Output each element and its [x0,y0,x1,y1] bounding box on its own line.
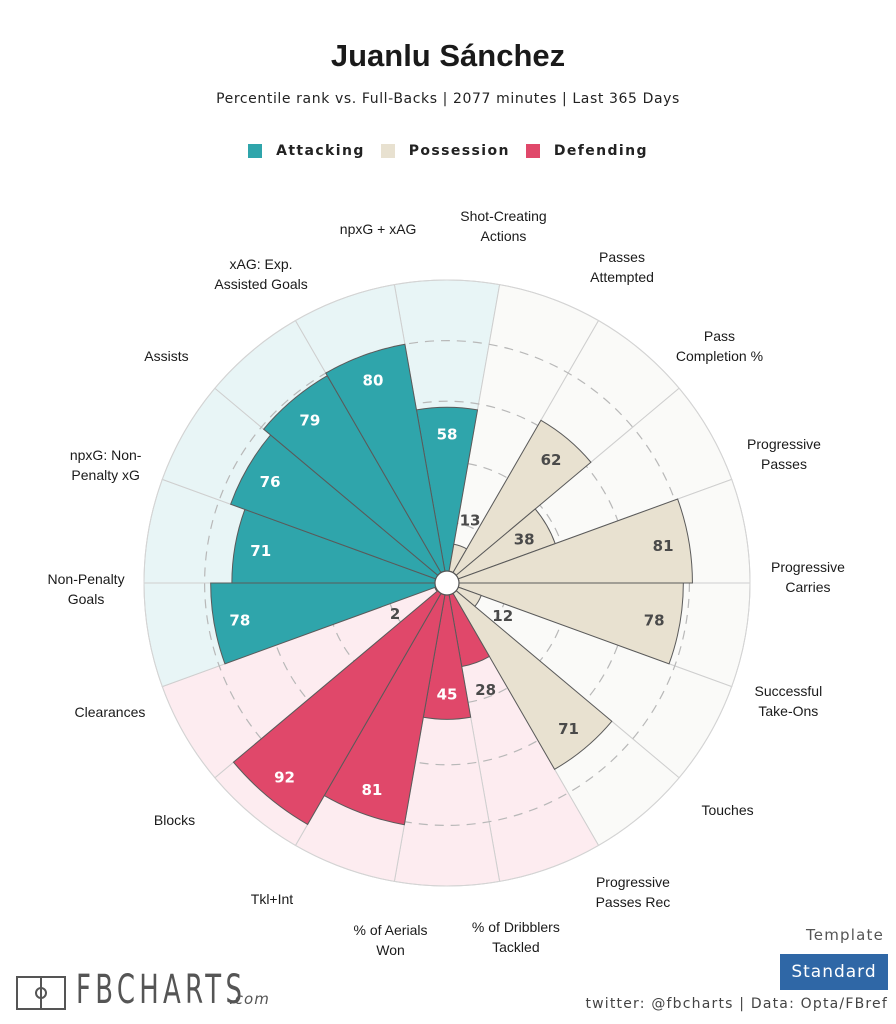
chart-legend: Attacking Possession Defending [0,143,896,159]
legend-label-defending: Defending [553,143,648,159]
logo-suffix: .com [229,990,270,1008]
category-label-clearances: Clearances [74,704,146,721]
category-label-blocks: Blocks [153,811,196,828]
value-label-npxg-non-penalty-xg: 71 [250,542,271,560]
category-label-touches: Touches [701,802,754,819]
category-label-shot-creating-actions: Shot-Creating Actions [460,208,547,245]
center-hole [434,570,460,596]
value-label-blocks: 92 [274,769,295,787]
legend-label-possession: Possession [408,143,510,159]
category-label-of-aerials-won: % of Aerials Won [353,921,428,958]
category-label-non-penalty-goals: Non-Penalty Goals [47,571,125,608]
category-label-pass-completion: Pass Completion % [675,328,764,365]
category-label-npxg-xag: npxG + xAG [339,220,417,237]
value-label-xag-exp-assisted-goals: 79 [299,412,320,430]
value-label-pass-completion: 62 [541,451,562,469]
legend-item-defending: Defending [525,143,648,159]
player-name-title: Juanlu Sánchez [330,38,566,73]
value-label-non-penalty-goals: 78 [229,612,250,630]
data-credit: twitter: @fbcharts | Data: Opta/FBref [585,996,888,1012]
value-label-passes-attempted: 13 [460,512,481,530]
value-label-assists: 76 [260,473,281,491]
value-label-progressive-carries: 81 [653,537,674,555]
legend-swatch-possession [380,144,395,158]
category-label-successful-take-ons: Successful Take-Ons [754,682,823,719]
value-label-tkl-int: 81 [362,781,383,799]
legend-item-attacking: Attacking [248,143,365,159]
category-label-assists: Assists [144,347,189,364]
legend-swatch-defending [525,144,540,158]
chart-subtitle: Percentile rank vs. Full-Backs | 2077 mi… [216,91,680,107]
template-label: Template [805,926,884,944]
template-standard-badge: Standard [780,954,888,990]
pitch-icon [16,976,66,1010]
value-label-shot-creating-actions: 58 [437,425,458,443]
value-label-successful-take-ons: 78 [644,612,665,630]
value-label-of-dribblers-tackled: 28 [475,681,496,699]
value-label-progressive-passes: 38 [514,530,535,548]
legend-label-attacking: Attacking [276,143,365,159]
logo-wordmark: FBCHARTS [76,967,247,1013]
value-label-of-aerials-won: 45 [437,685,458,703]
category-label-progressive-passes: Progressive Passes [747,435,821,472]
category-label-progressive-carries: Progressive Carries [770,558,845,595]
value-label-clearances: 2 [390,605,400,623]
outer-ring [143,279,751,887]
category-label-tkl-int: Tkl+Int [250,890,294,907]
legend-swatch-attacking [248,144,263,158]
value-label-npxg-xag: 80 [363,372,384,390]
category-label-progressive-passes-rec: Progressive Passes Rec [595,874,671,911]
value-label-progressive-passes-rec: 71 [558,720,579,738]
category-label-passes-attempted: Passes Attempted [590,249,654,286]
category-label-xag-exp-assisted-goals: xAG: Exp. Assisted Goals [214,255,308,292]
category-label-of-dribblers-tackled: % of Dribblers Tackled [471,919,560,956]
fbcharts-logo: FBCHARTS .com [16,970,312,1010]
legend-item-possession: Possession [380,143,510,159]
category-label-npxg-non-penalty-xg: npxG: Non- Penalty xG [69,447,142,484]
value-label-touches: 12 [492,607,513,625]
